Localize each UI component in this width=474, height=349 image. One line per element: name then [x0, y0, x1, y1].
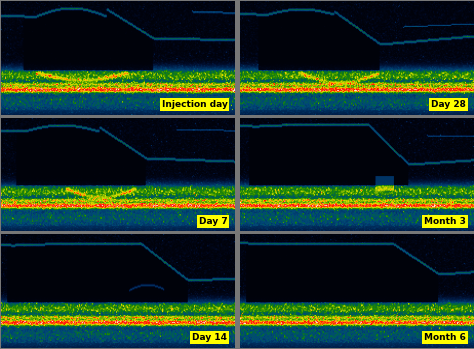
Text: Day 14: Day 14	[192, 333, 228, 342]
Text: Day 28: Day 28	[431, 100, 465, 109]
Text: Month 6: Month 6	[424, 333, 465, 342]
Text: Month 3: Month 3	[424, 217, 465, 226]
Text: Day 7: Day 7	[199, 217, 228, 226]
Text: Injection day: Injection day	[162, 100, 228, 109]
